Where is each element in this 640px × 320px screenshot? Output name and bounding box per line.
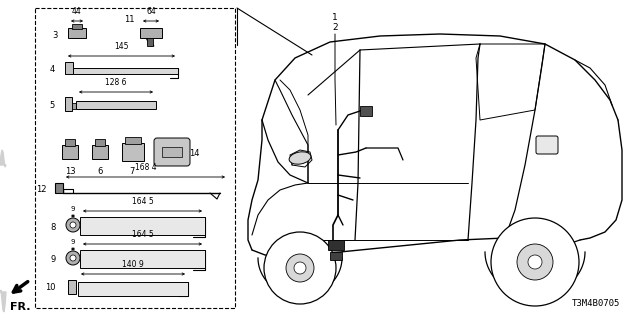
Bar (72, 103, 76, 109)
Text: 145: 145 (115, 42, 129, 51)
Bar (92, 145, 108, 159)
Text: 2: 2 (332, 23, 338, 33)
Text: 5: 5 (50, 100, 55, 109)
Text: 164 5: 164 5 (132, 230, 154, 239)
Text: 1: 1 (332, 13, 338, 22)
Bar (80, 217, 205, 235)
Bar (328, 240, 344, 250)
Text: FR.: FR. (10, 302, 30, 312)
Bar (78, 282, 188, 296)
Bar (72, 24, 82, 29)
Text: 44: 44 (72, 7, 82, 16)
Bar (330, 252, 342, 260)
Bar (122, 143, 144, 161)
Text: 9: 9 (71, 239, 76, 245)
FancyBboxPatch shape (536, 136, 558, 154)
Bar (76, 101, 156, 109)
Text: 164 5: 164 5 (132, 197, 154, 206)
Text: 9: 9 (51, 255, 56, 265)
Circle shape (66, 218, 80, 232)
Circle shape (264, 232, 336, 304)
Bar (147, 38, 153, 46)
Bar (80, 250, 205, 268)
Bar (73, 68, 178, 74)
Text: T3M4B0705: T3M4B0705 (572, 299, 620, 308)
Ellipse shape (289, 152, 311, 164)
Bar (65, 139, 75, 146)
Bar (162, 147, 182, 157)
FancyBboxPatch shape (154, 138, 190, 166)
Circle shape (70, 222, 76, 228)
Polygon shape (0, 150, 6, 167)
Text: 11: 11 (124, 15, 134, 25)
Bar (140, 28, 162, 38)
Bar (125, 137, 141, 144)
Bar (65, 97, 72, 111)
Text: 6: 6 (97, 167, 102, 176)
Bar (35, 8, 235, 308)
Bar (55, 183, 63, 193)
Bar (62, 145, 78, 159)
Text: 12: 12 (36, 186, 47, 195)
Circle shape (294, 262, 306, 274)
Circle shape (66, 251, 80, 265)
Text: 4: 4 (50, 66, 55, 75)
Text: 9: 9 (71, 206, 76, 212)
Text: 14: 14 (189, 148, 200, 157)
Bar (360, 106, 372, 116)
Bar (95, 139, 105, 146)
Text: 3: 3 (52, 31, 58, 41)
Circle shape (517, 244, 553, 280)
Bar (68, 28, 86, 38)
Text: 10: 10 (45, 284, 56, 292)
Text: 168 4: 168 4 (134, 163, 156, 172)
Circle shape (528, 255, 542, 269)
Bar (65, 62, 73, 74)
Bar (68, 280, 76, 294)
Text: 7: 7 (129, 167, 134, 176)
Text: 13: 13 (65, 167, 76, 176)
Polygon shape (0, 290, 6, 312)
Circle shape (286, 254, 314, 282)
Circle shape (491, 218, 579, 306)
Circle shape (70, 255, 76, 261)
Text: 64: 64 (146, 7, 156, 16)
Text: 128 6: 128 6 (105, 78, 127, 87)
Text: 8: 8 (51, 222, 56, 231)
Text: 140 9: 140 9 (122, 260, 144, 269)
